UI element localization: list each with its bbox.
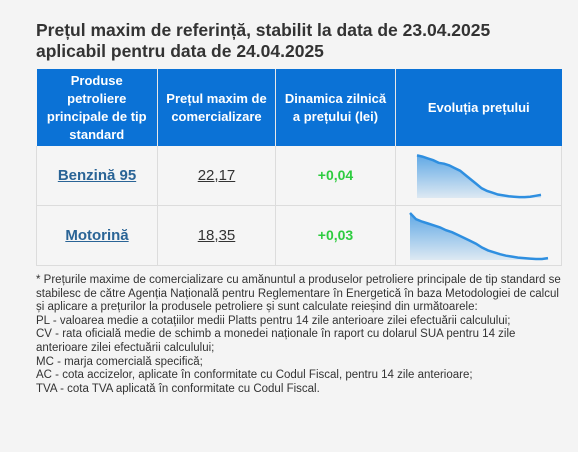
sparkline-benzina bbox=[416, 153, 541, 198]
note-mc: MC - marja comercială specifică; bbox=[36, 355, 203, 368]
header-products: Produse petroliere principale de tip sta… bbox=[36, 69, 158, 146]
trend-cell bbox=[395, 146, 562, 206]
note-pl: PL - valoarea medie a cotațiilor medii P… bbox=[36, 314, 511, 327]
header-max-price: Prețul maxim de comercializare bbox=[157, 69, 276, 146]
change-value-benzina: +0,04 bbox=[317, 167, 354, 183]
price-cell: 22,17 bbox=[157, 146, 276, 206]
product-link-motorina[interactable]: Motorină bbox=[65, 227, 129, 244]
note-tva: TVA - cota TVA aplicată în conformitate … bbox=[36, 382, 320, 395]
title-line-1: Prețul maxim de referință, stabilit la d… bbox=[36, 20, 491, 40]
product-cell: Motorină bbox=[36, 205, 158, 266]
note-intro: * Prețurile maxime de comercializare cu … bbox=[36, 274, 561, 314]
note-ac: AC - cota accizelor, aplicate în conform… bbox=[36, 369, 473, 382]
page-title: Prețul maxim de referință, stabilit la d… bbox=[36, 20, 556, 62]
table-header-row: Produse petroliere principale de tip sta… bbox=[36, 69, 562, 146]
header-price-evolution: Evoluția prețului bbox=[395, 69, 562, 146]
sparkline-area bbox=[409, 212, 548, 260]
price-table: Produse petroliere principale de tip sta… bbox=[36, 69, 562, 266]
change-cell: +0,03 bbox=[275, 205, 396, 266]
note-cv: CV - rata oficială medie de schimb a mon… bbox=[36, 328, 516, 354]
trend-cell bbox=[395, 205, 562, 266]
table-row-benzina: Benzină 95 22,17 +0,04 bbox=[36, 146, 562, 206]
methodology-notes: * Prețurile maxime de comercializare cu … bbox=[36, 274, 561, 396]
header-daily-change: Dinamica zilnică a prețului (lei) bbox=[275, 69, 396, 146]
sparkline-line bbox=[416, 153, 541, 198]
price-value-benzina[interactable]: 22,17 bbox=[197, 167, 236, 184]
price-cell: 18,35 bbox=[157, 205, 276, 266]
title-line-2: aplicabil pentru data de 24.04.2025 bbox=[36, 41, 324, 61]
sparkline-line bbox=[408, 211, 548, 260]
product-link-benzina[interactable]: Benzină 95 bbox=[57, 167, 137, 184]
product-cell: Benzină 95 bbox=[36, 146, 158, 206]
sparkline-motorina bbox=[408, 211, 548, 260]
change-cell: +0,04 bbox=[275, 146, 396, 206]
table-row-motorina: Motorină 18,35 +0,03 bbox=[36, 205, 562, 266]
price-value-motorina[interactable]: 18,35 bbox=[197, 227, 236, 244]
change-value-motorina: +0,03 bbox=[317, 227, 354, 243]
